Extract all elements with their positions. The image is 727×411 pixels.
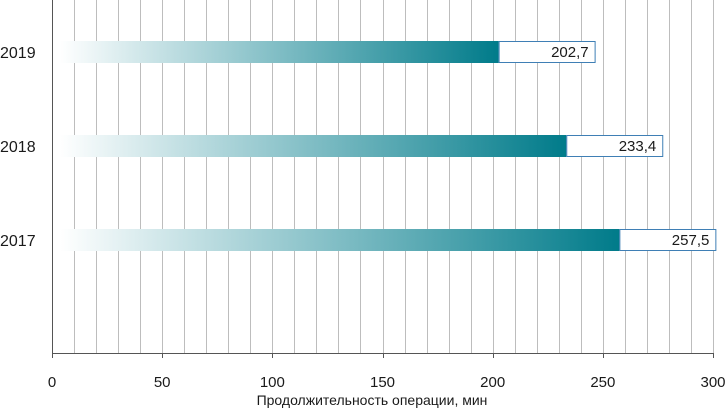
category-label: 2017 xyxy=(0,233,36,250)
bars: 202,7 233,4 257,5 xyxy=(60,41,717,251)
data-label-box xyxy=(498,41,596,63)
bar xyxy=(60,135,567,157)
x-tick-label: 200 xyxy=(480,374,505,391)
x-tick-label: 0 xyxy=(48,374,56,391)
x-tick-label: 150 xyxy=(370,374,395,391)
x-tick-label: 250 xyxy=(590,374,615,391)
x-tick-labels: 0 50 100 150 200 250 300 xyxy=(48,374,726,391)
category-labels: 2019 2018 2017 xyxy=(0,45,36,250)
data-label-box xyxy=(619,229,717,251)
category-label: 2019 xyxy=(0,45,36,62)
x-tick-label: 300 xyxy=(700,374,725,391)
x-tick-label: 50 xyxy=(154,374,171,391)
data-label-box xyxy=(566,135,664,157)
bar xyxy=(60,41,499,63)
axes xyxy=(52,0,714,358)
bar xyxy=(60,229,620,251)
data-label: 233,4 xyxy=(619,138,657,155)
x-axis-title: Продолжительность операции, мин xyxy=(257,392,488,408)
x-tick-label: 100 xyxy=(260,374,285,391)
data-label: 202,7 xyxy=(551,44,589,61)
category-label: 2018 xyxy=(0,139,36,156)
data-label: 257,5 xyxy=(672,232,710,249)
